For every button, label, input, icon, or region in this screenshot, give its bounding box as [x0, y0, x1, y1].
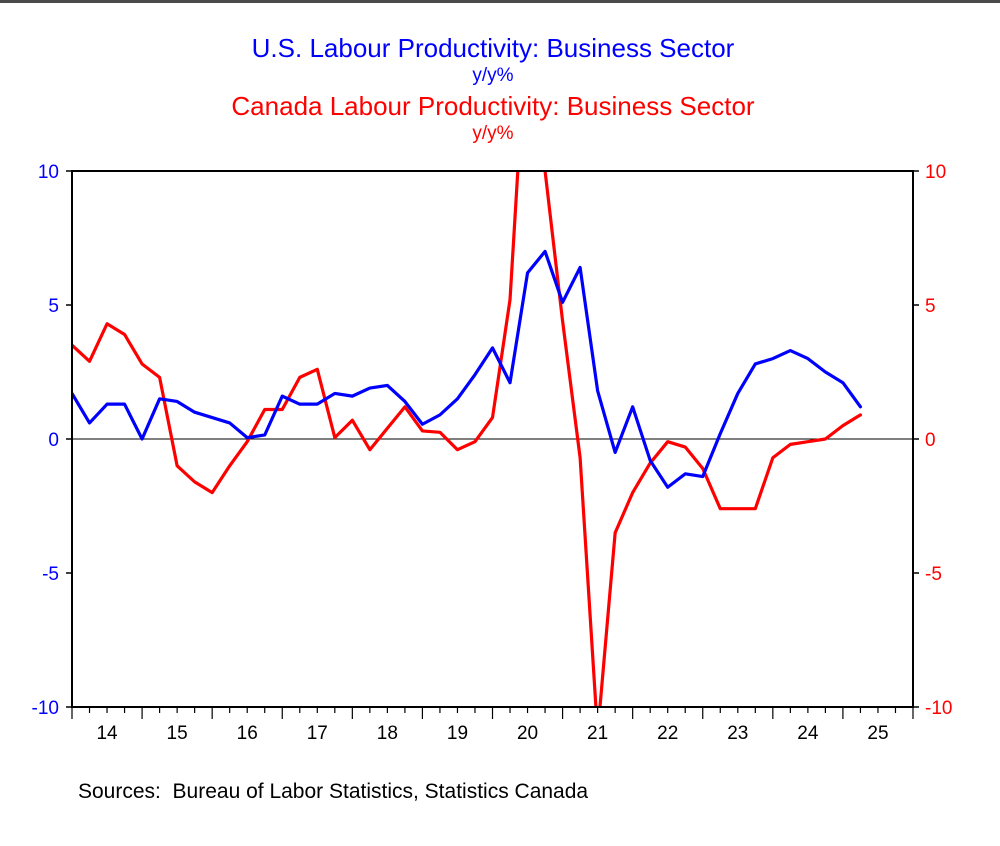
series-line-us	[72, 249, 863, 489]
x-tick-label: 17	[307, 723, 328, 744]
y-tick-label-left: 5	[48, 296, 59, 317]
y-tick-label-right: 10	[925, 162, 946, 183]
y-tick-label-right: 5	[925, 296, 936, 317]
chart-title-us: U.S. Labour Productivity: Business Secto…	[252, 33, 735, 63]
y-tick-label-right: 0	[925, 430, 936, 451]
x-tick-label: 19	[447, 723, 468, 744]
x-tick-label: 22	[657, 723, 678, 744]
x-tick-label: 23	[727, 723, 748, 744]
series-group	[72, 171, 863, 707]
x-tick-label: 15	[167, 723, 188, 744]
x-tick-label: 18	[377, 723, 398, 744]
chart-subtitle-canada: y/y%	[472, 123, 513, 144]
y-tick-label-right: -5	[925, 564, 942, 585]
x-tick-label: 14	[96, 723, 118, 744]
chart-subtitle-us: y/y%	[472, 65, 513, 86]
y-tick-label-left: -5	[42, 564, 59, 585]
chart-title-canada: Canada Labour Productivity: Business Sec…	[231, 91, 755, 121]
y-tick-label-right: -10	[925, 698, 952, 719]
y-tick-label-left: 10	[38, 162, 59, 183]
x-tick-label: 21	[587, 723, 608, 744]
chart-titles: U.S. Labour Productivity: Business Secto…	[231, 33, 755, 144]
source-note: Sources: Bureau of Labor Statistics, Sta…	[78, 780, 589, 803]
x-tick-label: 25	[867, 723, 888, 744]
chart-canvas: U.S. Labour Productivity: Business Secto…	[32, 33, 953, 744]
x-tick-label: 16	[237, 723, 258, 744]
x-tick-label: 20	[517, 723, 538, 744]
series-line-canada	[72, 171, 863, 707]
y-tick-label-left: 0	[48, 430, 59, 451]
axes: 10 5 0 -5 -10 10 5 0 -5 -10 14 15 16 17 18 19 20 21 22 23 24…	[32, 162, 953, 744]
plot-border	[71, 170, 914, 708]
y-tick-label-left: -10	[32, 698, 59, 719]
x-tick-label: 24	[797, 723, 819, 744]
